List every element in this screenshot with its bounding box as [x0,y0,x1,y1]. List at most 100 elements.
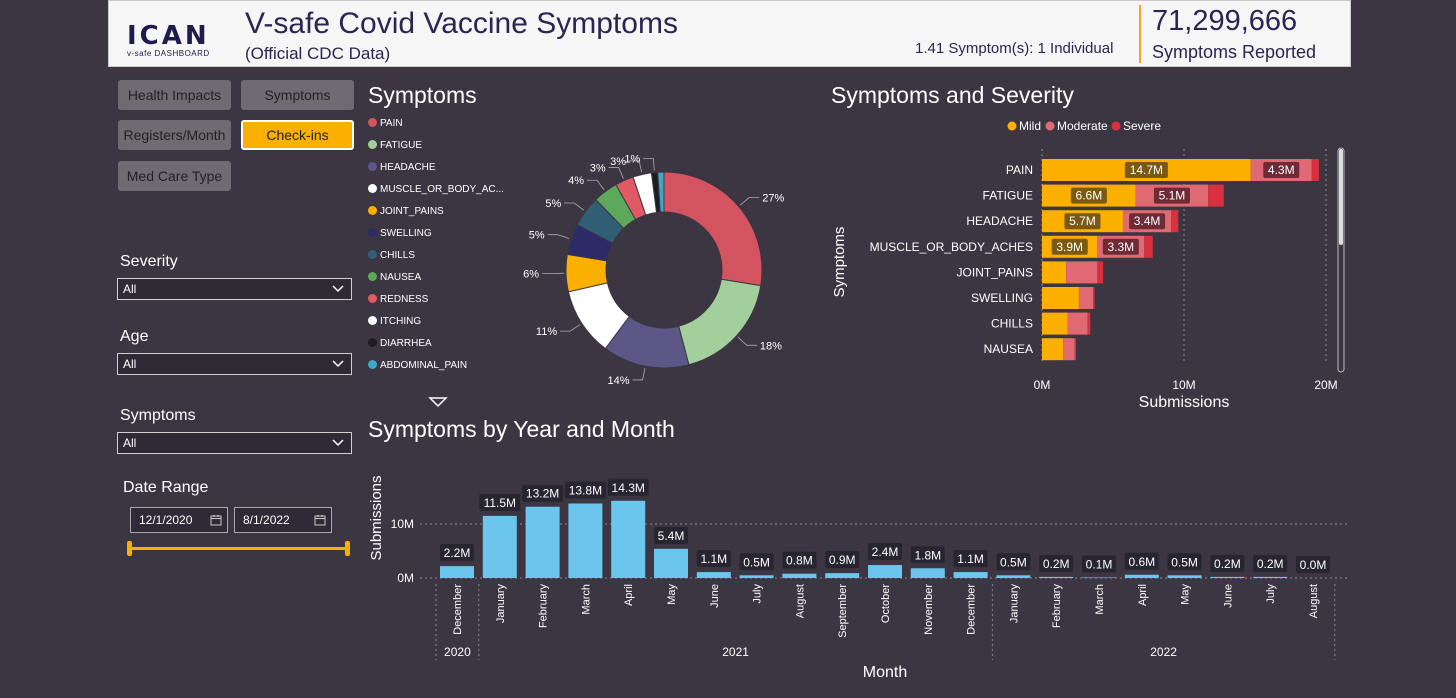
data-label-bg [607,478,649,496]
legend-item[interactable]: REDNESS [368,293,428,307]
legend-label: REDNESS [380,294,429,305]
category-label: HEADACHE [966,214,1033,228]
donut-slice [663,171,763,287]
severity-bar-segment [1208,184,1224,207]
start-date-input[interactable]: 12/1/2020 [130,507,228,533]
age-value: All [123,357,137,371]
severity-bar-segment [1074,338,1077,361]
donut-leader-line [587,179,605,191]
donut-chart-title: Symptoms [368,82,477,108]
category-label: NAUSEA [984,342,1033,356]
date-slider-start-handle[interactable] [127,541,132,556]
severity-bar-segment [1078,287,1094,309]
health-impacts-button[interactable]: Health Impacts [118,80,231,110]
bar-data-label: 5.1M [1159,189,1186,203]
severity-label: Severity [120,253,178,270]
date-slider-end-handle[interactable] [345,541,350,556]
legend-item[interactable]: PAIN [368,117,403,131]
legend-swatch [368,338,377,347]
donut-leader-line [739,196,760,206]
ican-logo: ICAN v-safe DASHBOARD [127,23,217,63]
donut-leader-line [547,234,570,239]
legend-item[interactable]: ITCHING [368,315,421,329]
logo-subtext: v-safe DASHBOARD [127,49,210,58]
data-label-bg [910,546,945,564]
symptoms-dropdown[interactable]: All [117,432,352,454]
legend-item[interactable]: SWELLING [368,227,432,241]
legend-swatch [368,184,377,193]
legend-item[interactable]: FATIGUE [368,139,422,153]
year-label: 2020 [444,645,471,659]
month-bar [611,500,646,578]
header-banner: ICAN v-safe DASHBOARD V-safe Covid Vacci… [108,0,1351,67]
month-tick-label: April [1137,584,1149,606]
month-tick-label: August [1308,584,1320,618]
severity-legend-swatch [1111,121,1121,131]
month-bar [654,548,688,578]
donut-data-label: 11% [536,326,557,338]
category-label: FATIGUE [983,189,1033,203]
donut-leader-line [629,160,643,173]
scrollbar-track [1337,147,1345,373]
severity-dropdown[interactable]: All [117,278,352,300]
severity-bar-segment [1066,261,1098,284]
end-date-input[interactable]: 8/1/2022 [234,507,332,533]
legend-item[interactable]: ABDOMINAL_PAIN [368,359,467,373]
data-label-bg [1082,555,1116,573]
month-tick-label: December [966,584,978,635]
month-tick-label: March [1094,584,1106,615]
legend-swatch [368,206,377,215]
age-dropdown[interactable]: All [117,353,352,375]
month-tick-label: June [709,584,721,608]
symptom-ratio: 1.41 Symptom(s): 1 Individual [915,40,1114,57]
month-tick-label: March [580,584,592,615]
bar-data-label: 11.5M [484,496,516,510]
bar-data-label: 0.8M [786,554,813,568]
y-axis-title: Symptoms [831,227,848,298]
symptoms-donut-chart: 27%18%14%11%6%5%5%4%3%3%1% [523,154,784,385]
month-bar [1082,577,1116,578]
page-subtitle: (Official CDC Data) [245,44,391,63]
donut-data-label: 5% [545,198,561,210]
month-bar [568,503,603,578]
legend-scroll-down-icon[interactable] [428,396,448,408]
legend-swatch [368,162,377,171]
legend-item[interactable]: HEADACHE [368,161,436,175]
severity-bar-segment [1171,210,1179,233]
month-bar [1210,576,1245,578]
legend-label: CHILLS [380,250,416,261]
monthly-chart-title: Symptoms by Year and Month [368,416,675,442]
donut-data-label: 14% [608,375,630,385]
kpi-value: 71,299,666 [1152,5,1298,37]
data-label-bg [564,481,606,499]
bar-data-label: 0.6M [1128,555,1155,569]
bar-data-label: 0.5M [1171,555,1198,569]
bar-data-label: 4.3M [1268,163,1295,177]
registers-month-button[interactable]: Registers/Month [118,120,231,150]
donut-data-label: 18% [760,340,782,352]
legend-label: DIARRHEA [380,338,432,349]
legend-label: ABDOMINAL_PAIN [380,360,468,371]
chevron-down-icon [332,285,344,293]
legend-item[interactable]: DIARRHEA [368,337,432,351]
legend-label: PAIN [380,118,403,129]
month-tick-label: July [752,584,764,604]
data-label-bg [522,484,564,502]
med-care-type-button[interactable]: Med Care Type [118,161,231,191]
donut-leader-line [560,324,581,332]
date-slider-track[interactable] [130,547,348,550]
bar-data-label: 2.4M [872,545,899,559]
category-label: JOINT_PAINS [957,265,1033,279]
symptoms-button[interactable]: Symptoms [241,80,354,110]
legend-item[interactable]: NAUSEA [368,271,421,285]
month-bar [739,575,774,578]
check-ins-button[interactable]: Check-ins [241,120,354,150]
legend-item[interactable]: JOINT_PAINS [368,205,444,219]
legend-swatch [368,316,377,325]
y-tick-label: 0M [397,571,414,585]
data-label-bg [1039,554,1074,572]
legend-item[interactable]: CHILLS [368,249,415,263]
legend-item[interactable]: MUSCLE_OR_BODY_AC... [368,183,504,197]
month-bar [1167,575,1202,578]
legend-label: ITCHING [380,316,422,327]
